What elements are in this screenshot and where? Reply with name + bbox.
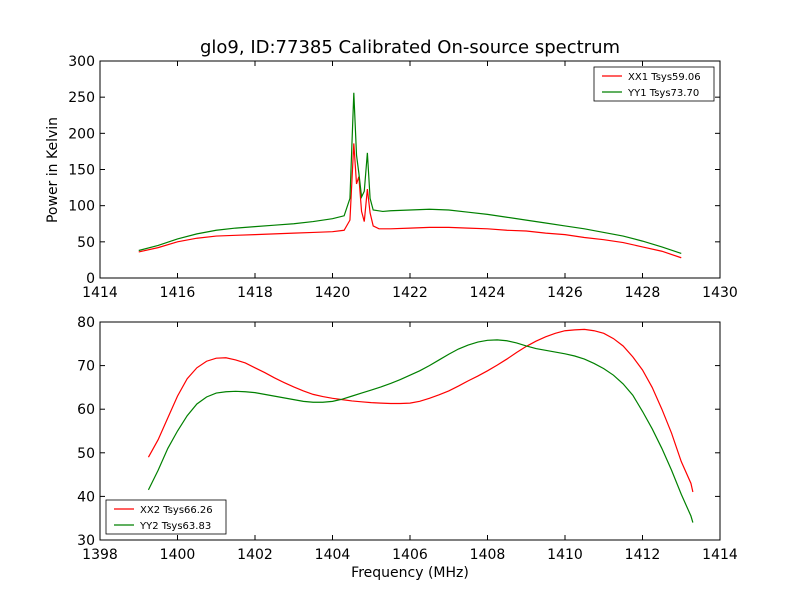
x-tick-label: 1404	[315, 547, 351, 563]
y-tick-label: 100	[68, 199, 95, 215]
y-tick-label: 80	[77, 315, 95, 331]
x-tick-label: 1428	[625, 285, 661, 301]
legend-label: YY2 Tsys63.83	[139, 521, 211, 532]
x-tick-label: 1398	[82, 547, 118, 563]
x-tick-label: 1422	[392, 285, 428, 301]
x-tick-label: 1410	[547, 547, 583, 563]
x-tick-label: 1416	[160, 285, 196, 301]
y-tick-label: 0	[86, 271, 95, 287]
x-tick-label: 1424	[470, 285, 506, 301]
x-tick-label: 1414	[702, 547, 738, 563]
y-tick-label: 150	[68, 163, 95, 179]
x-tick-label: 1400	[160, 547, 196, 563]
y-tick-label: 40	[77, 489, 95, 505]
x-axis-label-bottom: Frequency (MHz)	[351, 565, 469, 581]
x-tick-label: 1418	[237, 285, 273, 301]
y-tick-label: 300	[68, 54, 95, 70]
series-line-1-1	[147, 339, 694, 523]
chart-title: glo9, ID:77385 Calibrated On-source spec…	[200, 37, 620, 58]
legend-label: XX1 Tsys59.06	[628, 72, 701, 83]
series-line-0-1	[138, 92, 682, 254]
x-tick-label: 1406	[392, 547, 428, 563]
y-tick-label: 60	[77, 402, 95, 418]
x-tick-label: 1412	[625, 547, 661, 563]
x-tick-label: 1414	[82, 285, 118, 301]
y-tick-label: 50	[77, 446, 95, 462]
y-axis-label-top: Power in Kelvin	[45, 117, 61, 223]
x-tick-label: 1420	[315, 285, 351, 301]
x-tick-label: 1408	[470, 547, 506, 563]
y-tick-label: 50	[77, 235, 95, 251]
top-plot: 1414 1416 1418 1420 1422 1424 1426 1428 1430 0 50 1…	[68, 54, 738, 301]
x-tick-label: 1402	[237, 547, 273, 563]
legend-label: XX2 Tsys66.26	[140, 505, 213, 516]
x-tick-label: 1430	[702, 285, 738, 301]
legend-box-1	[105, 499, 227, 535]
y-tick-label: 30	[77, 533, 95, 549]
bottom-plot: 1398 1400 1402 1404 1406 1408 1410 1412 1414 30 40…	[77, 315, 738, 563]
series-line-1-0	[147, 328, 694, 493]
y-tick-label: 70	[77, 359, 95, 375]
legend-label: YY1 Tsys73.70	[627, 88, 699, 99]
legend-box-0	[593, 66, 715, 102]
y-tick-label: 200	[68, 126, 95, 142]
series-line-0-0	[138, 143, 682, 259]
x-tick-label: 1426	[547, 285, 583, 301]
y-tick-label: 250	[68, 90, 95, 106]
